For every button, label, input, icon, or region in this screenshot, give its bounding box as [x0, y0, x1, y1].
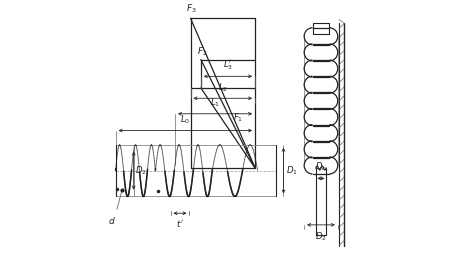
Text: $t'$: $t'$ [176, 218, 184, 229]
Text: $D_c$: $D_c$ [315, 161, 327, 173]
Text: $F_2$: $F_2$ [197, 45, 208, 58]
Text: $L_1$: $L_1$ [210, 97, 220, 109]
Text: $L_2$: $L_2$ [218, 81, 228, 94]
Text: $d$: $d$ [108, 215, 116, 226]
Text: $L_3'$: $L_3'$ [223, 58, 233, 72]
Text: $L_0$: $L_0$ [180, 113, 191, 126]
Text: $F_3$: $F_3$ [186, 3, 197, 15]
Text: $F_1$: $F_1$ [233, 111, 244, 124]
Text: $D_2$: $D_2$ [315, 231, 327, 243]
Text: $D_2$: $D_2$ [135, 164, 147, 177]
Text: $D_1$: $D_1$ [285, 164, 298, 177]
